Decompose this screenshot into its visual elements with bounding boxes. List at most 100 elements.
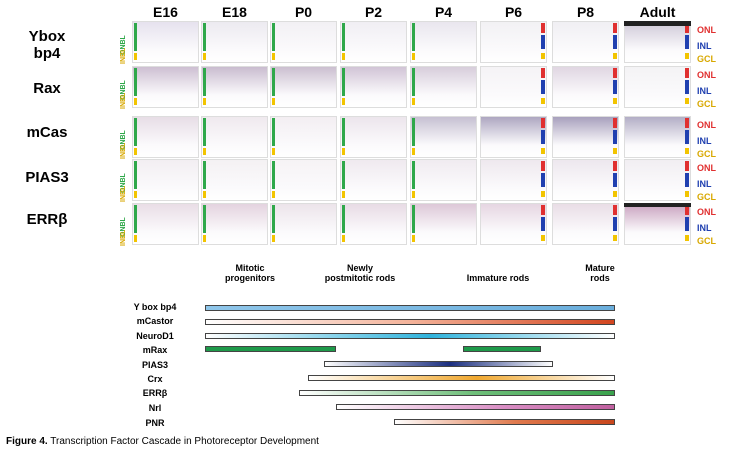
inl-bar [613,130,617,144]
in-situ-panel [201,21,268,63]
inbl-bar [134,235,137,242]
onbl-bar [203,161,206,189]
in-situ-panel [132,159,199,201]
gene-label: Ybox bp4 [28,28,66,62]
inbl-bar [203,98,206,105]
onl-bar [541,23,545,33]
stage-header: P6 [504,4,523,20]
factor-label: PNR [145,418,165,428]
inbl-label: INBL [120,229,127,246]
in-situ-panel [480,21,547,63]
inbl-bar [272,191,275,198]
onl-bar [685,161,689,171]
inl-bar [613,173,617,187]
phase-label: Newly postmitotic rods [324,263,396,283]
onl-label: ONL [697,25,716,35]
in-situ-panel [340,116,407,158]
factor-bar [299,390,615,396]
factor-label: Nrl [148,403,162,413]
stage-header: E16 [153,4,178,20]
inbl-bar [134,191,137,198]
onbl-bar [342,23,345,51]
onl-bar [613,118,617,128]
inbl-bar [203,235,206,242]
gcl-label: GCL [697,99,716,109]
in-situ-panel [480,203,547,245]
onl-bar [685,23,689,33]
inbl-bar [203,191,206,198]
factor-bar [393,419,615,425]
in-situ-panel [132,116,199,158]
in-situ-panel [410,159,477,201]
onbl-bar [134,205,137,233]
in-situ-panel [340,66,407,108]
onl-label: ONL [697,207,716,217]
in-situ-panel [552,203,619,245]
onbl-bar [272,161,275,189]
gene-label: mCas [26,124,68,141]
inl-label: INL [697,179,712,189]
onl-bar [541,118,545,128]
onbl-bar [412,118,415,146]
onbl-bar [134,68,137,96]
phase-label: Immature rods [466,273,530,283]
gcl-label: GCL [697,236,716,246]
factor-bar [205,333,615,339]
inbl-bar [134,53,137,60]
inbl-bar [272,98,275,105]
gcl-bar [613,235,617,241]
gcl-bar [613,191,617,197]
inbl-bar [134,148,137,155]
gcl-bar [685,98,689,104]
factor-bar [463,346,542,352]
gcl-bar [685,53,689,59]
onl-label: ONL [697,120,716,130]
gcl-bar [685,191,689,197]
factor-bar [323,361,554,367]
onl-bar [541,68,545,78]
in-situ-panel [410,21,477,63]
inl-bar [613,35,617,49]
inl-bar [685,130,689,144]
in-situ-panel [270,21,337,63]
gene-label: PIAS3 [25,169,69,186]
in-situ-panel [552,159,619,201]
onl-label: ONL [697,70,716,80]
in-situ-panel [624,159,691,201]
in-situ-panel [132,203,199,245]
inbl-bar [272,235,275,242]
in-situ-panel [624,66,691,108]
in-situ-panel [410,66,477,108]
onl-bar [613,161,617,171]
onbl-bar [203,118,206,146]
onbl-bar [134,23,137,51]
in-situ-panel [480,159,547,201]
inl-bar [685,173,689,187]
factor-label: PIAS3 [141,360,168,370]
onbl-bar [412,23,415,51]
gene-label: Rax [33,80,61,97]
inbl-bar [412,148,415,155]
factor-label: Crx [147,374,163,384]
factor-bar [307,375,615,381]
in-situ-panel [480,66,547,108]
stage-header: E18 [222,4,247,20]
in-situ-panel [624,21,691,63]
inbl-label: INBL [120,92,127,109]
onl-bar [685,68,689,78]
onbl-bar [203,68,206,96]
in-situ-panel [480,116,547,158]
onbl-bar [272,205,275,233]
onl-bar [541,205,545,215]
in-situ-panel [340,21,407,63]
gcl-bar [541,235,545,241]
stage-header: P2 [364,4,383,20]
in-situ-panel [270,203,337,245]
factor-label: ERRβ [142,388,168,398]
stage-header: P0 [294,4,313,20]
factor-label: mRax [142,345,168,355]
inl-bar [541,35,545,49]
inl-bar [541,173,545,187]
inl-bar [685,35,689,49]
gcl-bar [541,148,545,154]
